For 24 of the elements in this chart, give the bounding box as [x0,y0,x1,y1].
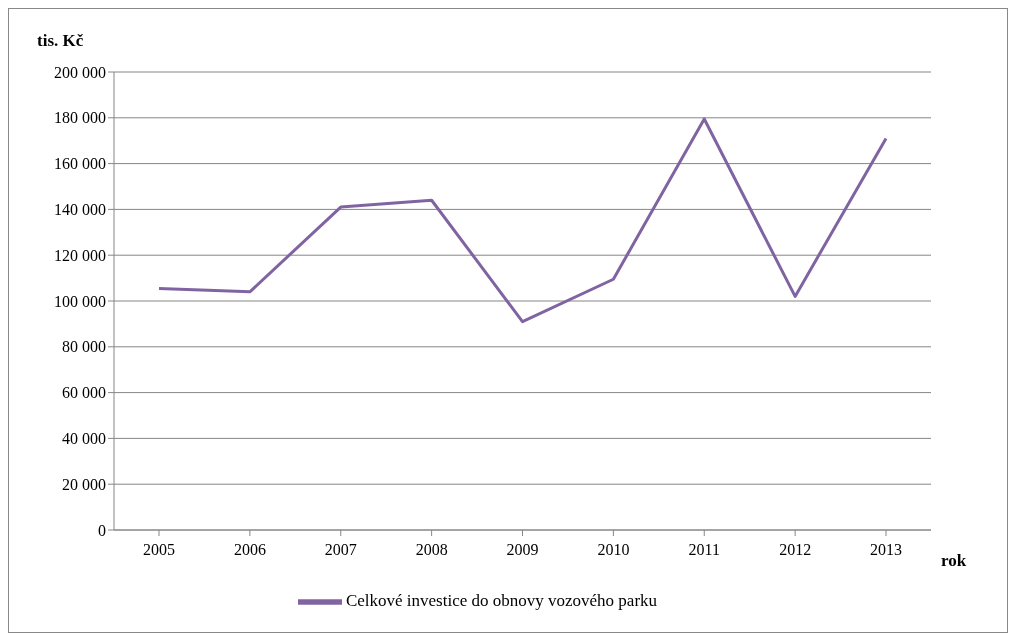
y-tick-label: 0 [98,521,106,539]
x-tick-label: 2008 [415,541,448,559]
x-tick-label: 2009 [506,541,539,559]
y-tick-label: 100 000 [54,292,106,310]
y-tick-label: 40 000 [62,430,106,448]
y-axis-title: tis. Kč [37,31,84,51]
legend-label: Celkové investice do obnovy vozového parku [345,590,658,610]
x-tick-label: 2005 [143,541,175,559]
y-tick-label: 180 000 [54,109,106,127]
x-tick-label: 2013 [870,541,902,559]
x-tick-label: 2006 [233,541,266,559]
line-series [157,117,888,324]
y-tick-label: 160 000 [54,155,106,173]
y-tick-label: 60 000 [62,384,106,402]
x-tick-label: 2011 [688,541,720,559]
y-tick-label: 80 000 [62,338,106,356]
y-tick-label: 140 000 [54,201,106,219]
x-tick-label: 2007 [324,541,357,559]
x-tick-label: 2010 [597,541,630,559]
y-tick-label: 20 000 [62,475,106,493]
x-axis-title: rok [941,551,967,571]
y-tick-label: 120 000 [54,246,106,264]
x-tick-label: 2012 [779,541,812,559]
y-tick-label: 200 000 [54,63,106,81]
